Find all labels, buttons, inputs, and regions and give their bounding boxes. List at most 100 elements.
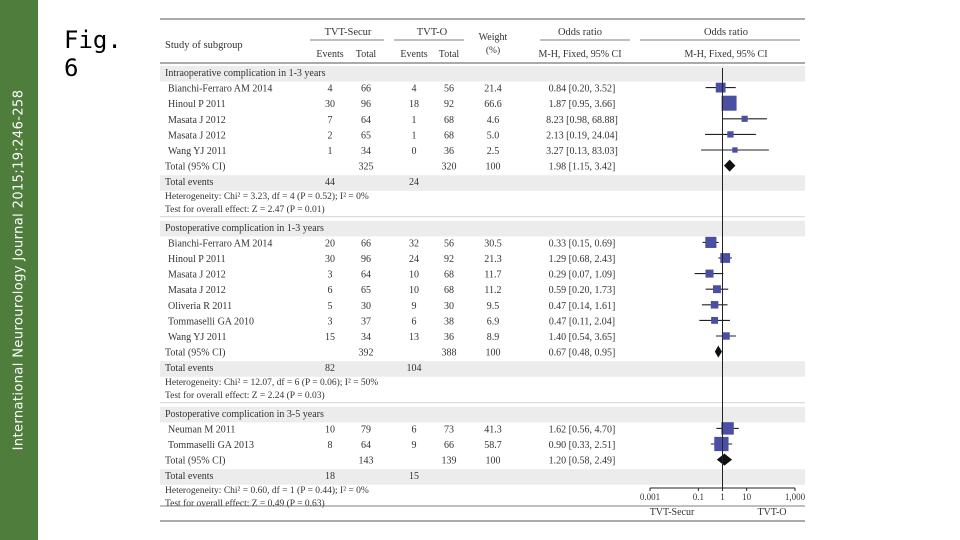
- x-axis-tick-label: 10: [742, 492, 752, 502]
- total-tvt-o: 36: [444, 332, 454, 343]
- total-events-tvt-o: 104: [407, 363, 422, 374]
- total-tvt-secur: 66: [361, 84, 371, 95]
- total-events-shade: [160, 469, 805, 485]
- events-tvt-o: 18: [409, 99, 419, 110]
- study-weight: 30.5: [484, 238, 502, 249]
- study-odds-ratio: 0.90 [0.33, 2.51]: [549, 440, 616, 451]
- study-odds-ratio: 3.27 [0.13, 83.03]: [546, 146, 618, 157]
- events-tvt-o: 6: [412, 424, 417, 435]
- total-tvt-o: 92: [444, 99, 454, 110]
- events-tvt-o: 24: [409, 254, 419, 265]
- events-tvt-secur: 5: [328, 301, 333, 312]
- study-weight: 6.9: [487, 316, 500, 327]
- header-events-2: Events: [400, 49, 427, 60]
- study-name: Oliveria R 2011: [168, 301, 232, 312]
- overall-effect-stat: Test for overall effect: Z = 0.49 (P = 0…: [165, 498, 325, 509]
- total-tvt-secur: 64: [361, 115, 371, 126]
- study-name: Wang YJ 2011: [168, 146, 226, 157]
- study-odds-ratio: 1.40 [0.54, 3.65]: [549, 332, 616, 343]
- total-tvt-o: 56: [444, 84, 454, 95]
- events-tvt-secur: 20: [325, 238, 335, 249]
- study-weight: 66.6: [484, 99, 502, 110]
- point-estimate-marker: [721, 422, 734, 435]
- subgroup-title: Postoperative complication in 3-5 years: [165, 409, 324, 420]
- favours-right-label: TVT-O: [757, 507, 786, 518]
- total-events-shade: [160, 175, 805, 191]
- header-or-title-plot: Odds ratio: [704, 27, 748, 38]
- study-odds-ratio: 0.47 [0.11, 2.04]: [549, 316, 615, 327]
- study-weight: 41.3: [484, 424, 502, 435]
- total-tvt-secur: 64: [361, 270, 371, 281]
- subgroup-total-odds-ratio: 0.67 [0.48, 0.95]: [549, 348, 616, 359]
- study-weight: 5.0: [487, 130, 500, 141]
- subgroup-total-odds-ratio: 1.98 [1.15, 3.42]: [549, 162, 616, 173]
- events-tvt-secur: 6: [328, 285, 333, 296]
- total-events-tvt-o: 15: [409, 471, 419, 482]
- study-odds-ratio: 0.33 [0.15, 0.69]: [549, 238, 616, 249]
- total-events-shade: [160, 361, 805, 377]
- events-tvt-secur: 10: [325, 424, 335, 435]
- header-total-1: Total: [356, 49, 377, 60]
- events-tvt-o: 10: [409, 285, 419, 296]
- total-events-label: Total events: [165, 471, 214, 482]
- heterogeneity-stat: Heterogeneity: Chi² = 12.07, df = 6 (P =…: [165, 377, 378, 388]
- x-axis-tick-label: 0.001: [640, 492, 660, 502]
- header-group2: TVT-O: [417, 27, 448, 38]
- total-events-label: Total events: [165, 363, 214, 374]
- total-tvt-o: 68: [444, 285, 454, 296]
- total-events-tvt-secur: 44: [325, 177, 335, 188]
- study-name: Wang YJ 2011: [168, 332, 226, 343]
- header-events-1: Events: [316, 49, 343, 60]
- total-tvt-o: 68: [444, 130, 454, 141]
- pooled-estimate-diamond: [714, 345, 722, 358]
- subgroup-title: Intraoperative complication in 1-3 years: [165, 68, 326, 79]
- header-or-title: Odds ratio: [558, 27, 602, 38]
- total-tvt-o: 68: [444, 270, 454, 281]
- study-odds-ratio: 1.62 [0.56, 4.70]: [549, 424, 616, 435]
- point-estimate-marker: [705, 236, 717, 248]
- total-tvt-secur: 37: [361, 316, 371, 327]
- total-tvt-secur: 96: [361, 99, 371, 110]
- pooled-estimate-diamond: [716, 453, 733, 466]
- study-name: Masata J 2012: [168, 270, 226, 281]
- total-tvt-o: 73: [444, 424, 454, 435]
- study-odds-ratio: 1.87 [0.95, 3.66]: [549, 99, 616, 110]
- study-name: Masata J 2012: [168, 115, 226, 126]
- total-tvt-o: 68: [444, 115, 454, 126]
- events-tvt-o: 9: [412, 301, 417, 312]
- events-tvt-secur: 2: [328, 130, 333, 141]
- header-study: Study of subgroup: [165, 40, 243, 51]
- x-axis-tick-label: 1,000: [785, 492, 806, 502]
- point-estimate-marker: [715, 82, 726, 93]
- study-name: Neuman M 2011: [168, 424, 235, 435]
- total-tvt-secur: 65: [361, 285, 371, 296]
- subgroup-total-label: Total (95% CI): [165, 456, 225, 467]
- total-tvt-o: 92: [444, 254, 454, 265]
- study-odds-ratio: 0.47 [0.14, 1.61]: [549, 301, 616, 312]
- study-weight: 11.2: [484, 285, 501, 296]
- point-estimate-marker: [720, 253, 731, 263]
- header-or-method-plot: M-H, Fixed, 95% CI: [684, 49, 767, 60]
- study-odds-ratio: 0.29 [0.07, 1.09]: [549, 270, 616, 281]
- point-estimate-marker: [727, 131, 734, 138]
- total-tvt-secur: 34: [361, 146, 371, 157]
- subgroup-total-weight: 100: [486, 162, 501, 173]
- events-tvt-o: 0: [412, 146, 417, 157]
- subgroup-title: Postoperative complication in 1-3 years: [165, 223, 324, 234]
- events-tvt-o: 4: [412, 84, 417, 95]
- header-group1: TVT-Secur: [325, 27, 372, 38]
- point-estimate-marker: [705, 269, 714, 278]
- subgroup-total-label: Total (95% CI): [165, 162, 225, 173]
- study-weight: 8.9: [487, 332, 500, 343]
- total-tvt-secur: 65: [361, 130, 371, 141]
- point-estimate-marker: [722, 332, 730, 340]
- events-tvt-secur: 4: [328, 84, 333, 95]
- subgroup-total-tvt-o: 320: [442, 162, 457, 173]
- events-tvt-secur: 3: [328, 316, 333, 327]
- study-weight: 4.6: [487, 115, 500, 126]
- study-odds-ratio: 0.59 [0.20, 1.73]: [549, 285, 616, 296]
- point-estimate-marker: [713, 285, 721, 294]
- events-tvt-secur: 3: [328, 270, 333, 281]
- study-name: Bianchi-Ferraro AM 2014: [168, 84, 272, 95]
